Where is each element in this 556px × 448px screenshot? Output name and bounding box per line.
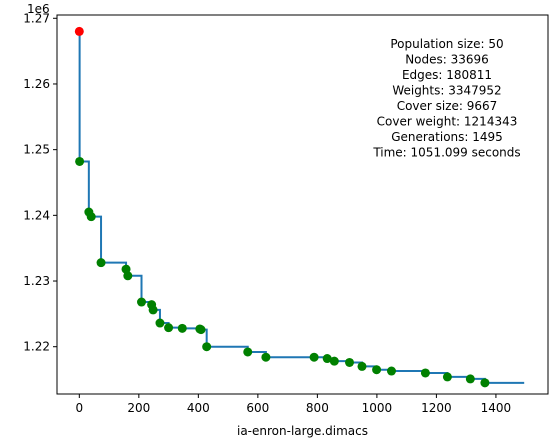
x-tick-label: 0 <box>75 401 83 415</box>
data-point <box>309 352 319 362</box>
data-point <box>261 352 271 362</box>
annotation-line: Time: 1051.099 seconds <box>372 146 520 160</box>
x-axis: 0 200 400 600 800 1000 1200 1400 <box>75 394 511 415</box>
y-tick-label: 1.24 <box>23 208 50 222</box>
y-tick-label: 1.25 <box>23 143 50 157</box>
data-point <box>86 212 96 222</box>
y-axis: 1.22 1.23 1.24 1.25 1.26 1.27 <box>23 11 57 354</box>
x-axis-label: ia-enron-large.dimacs <box>237 424 368 438</box>
data-point <box>322 354 332 364</box>
y-offset-label: 1e6 <box>27 2 50 16</box>
data-point <box>345 357 355 367</box>
data-point <box>420 368 430 378</box>
y-tick-label: 1.27 <box>23 11 50 25</box>
data-point <box>155 318 165 328</box>
data-point <box>196 325 206 335</box>
y-tick-label: 1.26 <box>23 77 50 91</box>
data-point <box>137 297 147 307</box>
axes-frame <box>56 14 549 395</box>
data-point <box>75 156 85 166</box>
annotation-line: Population size: 50 <box>390 37 503 51</box>
start-point-layer <box>74 26 84 36</box>
data-point <box>164 323 174 333</box>
x-tick-label: 1000 <box>362 401 393 415</box>
start-point <box>74 26 84 36</box>
points-layer <box>75 156 490 388</box>
data-point <box>442 372 452 382</box>
data-point <box>372 365 382 375</box>
data-point <box>96 258 106 268</box>
data-point <box>465 374 475 384</box>
annotation-line: Edges: 180811 <box>402 68 492 82</box>
annotation-line: Weights: 3347952 <box>392 84 501 98</box>
y-tick-label: 1.22 <box>23 340 50 354</box>
data-point <box>148 305 158 315</box>
x-tick-label: 1200 <box>421 401 452 415</box>
data-point <box>480 378 490 388</box>
annotation-line: Nodes: 33696 <box>405 53 489 67</box>
x-tick-label: 800 <box>306 401 329 415</box>
data-point <box>329 356 339 366</box>
annotation-line: Cover size: 9667 <box>397 99 498 113</box>
data-point <box>202 342 212 352</box>
data-point <box>357 361 367 371</box>
x-tick-label: 200 <box>127 401 150 415</box>
x-tick-label: 400 <box>187 401 210 415</box>
data-point <box>123 271 133 281</box>
annotation-line: Cover weight: 1214343 <box>377 115 518 129</box>
x-tick-label: 1400 <box>481 401 512 415</box>
annotation-line: Generations: 1495 <box>391 130 503 144</box>
data-point <box>386 366 396 376</box>
data-point <box>243 347 253 357</box>
y-tick-label: 1.23 <box>23 274 50 288</box>
x-tick-label: 600 <box>246 401 269 415</box>
data-point <box>177 323 187 333</box>
